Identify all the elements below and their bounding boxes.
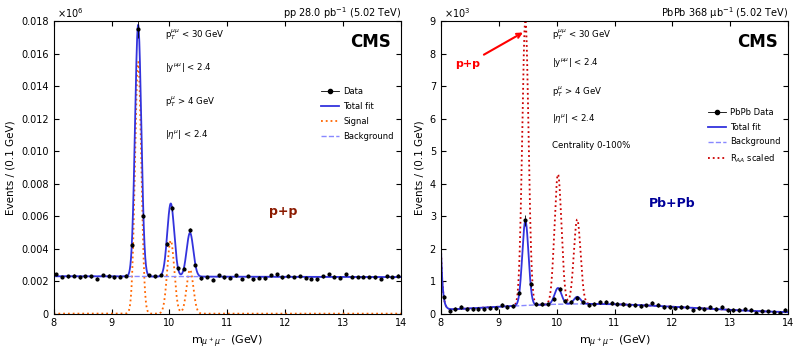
Text: p$_{T}^{\mu}$ > 4 GeV: p$_{T}^{\mu}$ > 4 GeV [552, 84, 602, 99]
Total fit [436, 241, 446, 246]
Signal [396, 312, 406, 316]
Y-axis label: Events / (0.1 GeV): Events / (0.1 GeV) [6, 120, 15, 215]
Background [783, 310, 793, 314]
Background [739, 308, 749, 313]
Text: |$\eta^{\mu}$| < 2.4: |$\eta^{\mu}$| < 2.4 [165, 128, 209, 141]
Total fit [739, 308, 749, 313]
Total fit [570, 297, 579, 301]
Text: $\times10^{6}$: $\times10^{6}$ [57, 7, 84, 20]
Total fit [352, 275, 362, 279]
Text: |y$^{\mu\mu}$| < 2.4: |y$^{\mu\mu}$| < 2.4 [552, 56, 599, 69]
Signal [134, 60, 143, 64]
R$_{AA}$ scaled [739, 308, 749, 313]
Text: p$_{T}^{\mu\mu}$ < 30 GeV: p$_{T}^{\mu\mu}$ < 30 GeV [165, 27, 225, 42]
Signal [390, 312, 399, 316]
Total fit [89, 274, 98, 278]
Text: Pb+Pb: Pb+Pb [650, 197, 696, 210]
X-axis label: m$_{\mu^+\mu^-}$ (GeV): m$_{\mu^+\mu^-}$ (GeV) [578, 334, 650, 350]
Background [89, 274, 98, 278]
Total fit [585, 302, 594, 306]
Text: PbPb 368 μb$^{-1}$ (5.02 TeV): PbPb 368 μb$^{-1}$ (5.02 TeV) [662, 6, 788, 21]
Total fit [476, 306, 486, 310]
Y-axis label: Events / (0.1 GeV): Events / (0.1 GeV) [414, 120, 424, 215]
Text: pp 28.0 pb$^{-1}$ (5.02 TeV): pp 28.0 pb$^{-1}$ (5.02 TeV) [282, 6, 401, 21]
Background [777, 310, 786, 314]
Background [109, 274, 118, 278]
Text: CMS: CMS [350, 33, 390, 51]
Line: Total fit: Total fit [54, 25, 401, 277]
Total fit [109, 274, 118, 278]
Text: $\times10^{3}$: $\times10^{3}$ [444, 7, 470, 20]
R$_{AA}$ scaled [476, 306, 486, 310]
R$_{AA}$ scaled [585, 302, 594, 306]
Line: Signal: Signal [54, 62, 401, 314]
R$_{AA}$ scaled [496, 304, 506, 309]
Background [197, 274, 206, 279]
Background [352, 275, 362, 279]
Text: p$_{T}^{\mu}$ > 4 GeV: p$_{T}^{\mu}$ > 4 GeV [165, 94, 215, 109]
Line: R$_{AA}$ scaled: R$_{AA}$ scaled [441, 20, 788, 312]
Total fit [777, 310, 786, 314]
Legend: Data, Total fit, Signal, Background: Data, Total fit, Signal, Background [318, 84, 397, 144]
Background [49, 274, 58, 278]
Background [436, 241, 446, 246]
Signal [314, 312, 324, 316]
Total fit [182, 245, 192, 250]
Background [476, 306, 486, 310]
Line: Background: Background [54, 276, 401, 277]
Text: CMS: CMS [737, 33, 778, 51]
Total fit [134, 23, 143, 27]
Signal [49, 312, 58, 316]
Background [396, 275, 406, 279]
R$_{AA}$ scaled [436, 241, 446, 246]
Background [390, 275, 399, 279]
Background [496, 304, 506, 309]
Background [570, 302, 579, 306]
R$_{AA}$ scaled [521, 17, 530, 22]
Signal [198, 312, 207, 316]
Text: p+p: p+p [269, 205, 298, 219]
Total fit [496, 304, 506, 309]
Line: Total fit: Total fit [441, 221, 788, 312]
Total fit [783, 310, 793, 314]
R$_{AA}$ scaled [783, 310, 793, 314]
Signal [89, 312, 98, 316]
Line: Background: Background [441, 244, 788, 312]
Total fit [49, 274, 58, 278]
Signal [109, 312, 118, 316]
R$_{AA}$ scaled [777, 310, 786, 314]
Legend: PbPb Data, Total fit, Background, R$_{AA}$ scaled: PbPb Data, Total fit, Background, R$_{AA… [705, 104, 784, 168]
Background [182, 274, 192, 279]
Text: p+p: p+p [455, 33, 521, 69]
Text: |$\eta^{\mu}$| < 2.4: |$\eta^{\mu}$| < 2.4 [552, 112, 596, 125]
R$_{AA}$ scaled [570, 246, 579, 250]
Background [584, 302, 594, 306]
Signal [352, 312, 362, 316]
Total fit [198, 274, 207, 279]
Total fit [390, 275, 399, 279]
Signal [182, 282, 192, 287]
Text: Centrality 0-100%: Centrality 0-100% [552, 141, 630, 150]
Text: |y$^{\mu\mu}$| < 2.4: |y$^{\mu\mu}$| < 2.4 [165, 61, 212, 74]
Total fit [396, 275, 406, 279]
X-axis label: m$_{\mu^+\mu^-}$ (GeV): m$_{\mu^+\mu^-}$ (GeV) [191, 334, 263, 350]
Total fit [521, 219, 530, 223]
Text: p$_{T}^{\mu\mu}$ < 30 GeV: p$_{T}^{\mu\mu}$ < 30 GeV [552, 27, 612, 42]
